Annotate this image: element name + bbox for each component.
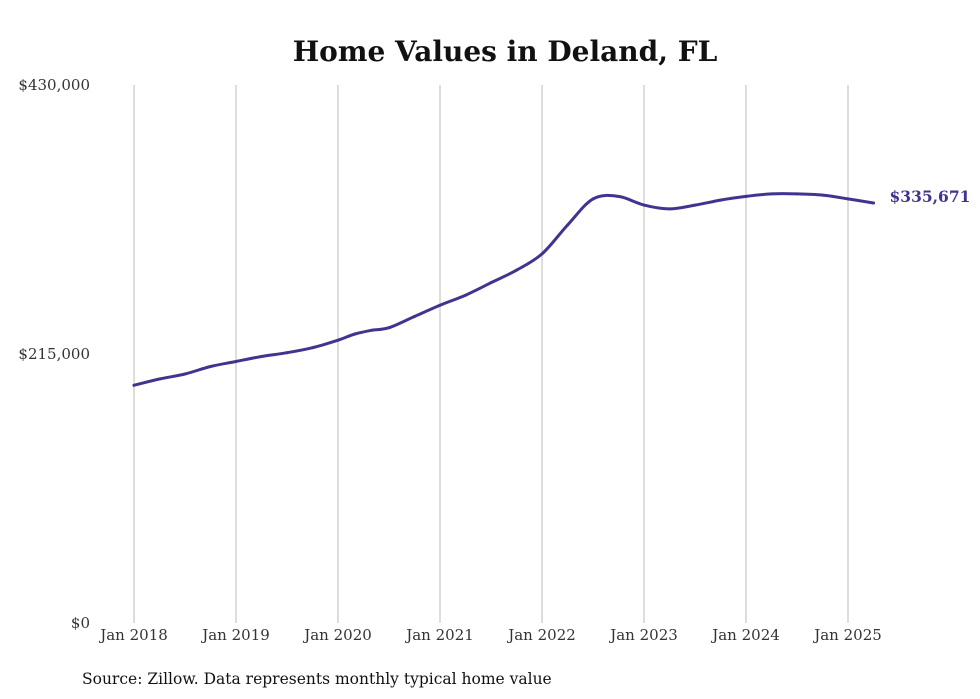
- x-tick-label: Jan 2020: [302, 626, 372, 644]
- x-axis: Jan 2018 Jan 2019 Jan 2020 Jan 2021 Jan 2022…: [98, 626, 882, 644]
- series-line: [132, 192, 875, 387]
- y-tick-label: $215,000: [18, 345, 90, 363]
- x-tick-label: Jan 2024: [710, 626, 780, 644]
- y-tick-label: $430,000: [18, 76, 90, 94]
- data-point: [744, 194, 748, 198]
- data-point: [209, 365, 212, 369]
- data-point: [668, 207, 671, 211]
- data-point: [260, 355, 263, 359]
- data-point: [183, 372, 187, 376]
- data-point: [642, 203, 646, 207]
- data-point: [846, 197, 850, 201]
- data-point: [566, 223, 569, 227]
- y-axis: $430,000 $215,000 $0: [18, 76, 90, 632]
- grid: [133, 85, 849, 623]
- data-point: [464, 293, 467, 297]
- x-tick-label: Jan 2021: [404, 626, 474, 644]
- data-points: [132, 192, 875, 387]
- x-tick-label: Jan 2018: [98, 626, 168, 644]
- x-tick-label: Jan 2022: [506, 626, 576, 644]
- x-tick-label: Jan 2019: [200, 626, 270, 644]
- source-note: Source: Zillow. Data represents monthly …: [82, 670, 552, 688]
- x-tick-label: Jan 2025: [812, 626, 882, 644]
- data-point: [693, 203, 697, 207]
- data-point: [515, 268, 518, 272]
- data-point: [821, 193, 824, 197]
- data-point: [489, 281, 493, 285]
- data-point: [132, 383, 136, 387]
- data-point: [617, 194, 620, 198]
- data-point: [770, 192, 773, 196]
- data-point: [311, 346, 314, 350]
- chart-title: Home Values in Deland, FL: [293, 35, 718, 68]
- data-point: [872, 201, 875, 205]
- data-point: [438, 303, 442, 307]
- data-point: [387, 326, 391, 330]
- data-point: [591, 197, 595, 201]
- data-point: [540, 252, 544, 256]
- data-point: [795, 192, 799, 196]
- end-value-label: $335,671: [890, 187, 971, 206]
- data-point: [234, 360, 238, 364]
- data-point: [353, 332, 357, 336]
- x-tick-label: Jan 2023: [608, 626, 678, 644]
- y-tick-label: $0: [71, 614, 90, 632]
- data-point: [158, 377, 161, 381]
- data-point: [370, 328, 374, 332]
- data-point: [336, 338, 340, 342]
- data-point: [413, 314, 416, 318]
- data-point: [285, 351, 289, 355]
- data-point: [719, 198, 722, 202]
